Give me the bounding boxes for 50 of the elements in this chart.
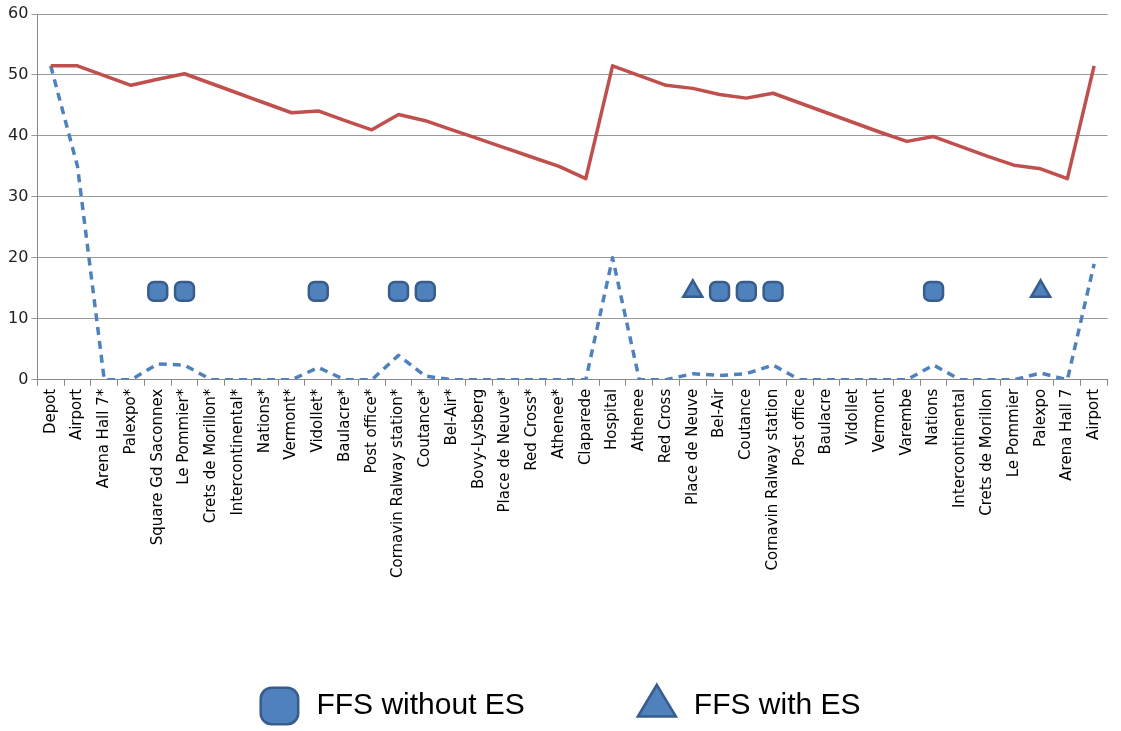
x-tick-label: Post office* xyxy=(361,388,380,474)
line-series xyxy=(48,64,1096,380)
x-tick-label: Intercontinental xyxy=(950,388,969,509)
x-tick-label: Nations* xyxy=(254,388,273,454)
x-tick-label: Baulacre xyxy=(816,388,835,455)
x-tick-label: Red Cross xyxy=(655,388,674,464)
x-tick-label: Bovy-Lysberg xyxy=(468,388,487,489)
y-tick-label: 30 xyxy=(8,186,29,206)
x-tick-label: Place de Neuve xyxy=(682,388,701,505)
y-tick-label: 50 xyxy=(8,64,29,84)
x-tick-label: Depot xyxy=(40,388,59,435)
x-tick-label: Cornavin Ralway station* xyxy=(388,388,407,579)
x-tick-label: Bel-Air* xyxy=(441,388,460,446)
x-tick-label: Crets de Morillon xyxy=(977,388,995,516)
x-tick-label: Coutance* xyxy=(415,388,434,468)
x-tick-label: Palexpo* xyxy=(120,388,139,455)
x-tick-label: Hospital xyxy=(602,388,621,450)
x-tick-label: Le Pommier xyxy=(1003,387,1022,478)
x-tick-label: Vidollet* xyxy=(308,388,327,453)
x-tick-label: Nations xyxy=(923,388,942,446)
x-tick-label: Square Gd Saconnex xyxy=(147,388,166,546)
x-tick-label: Vermont* xyxy=(281,388,300,460)
x-tick-label: Baulacre* xyxy=(334,388,353,462)
x-tick-label: Le Pommier* xyxy=(174,388,193,485)
x-tick-label: Red Cross* xyxy=(522,388,541,471)
x-tick-label: Palexpo xyxy=(1030,388,1049,448)
x-tick-label: Arena Hall 7* xyxy=(94,388,113,489)
legend-label: FFS with ES xyxy=(693,687,861,721)
x-tick-label: Arena Hall 7 xyxy=(1057,388,1076,481)
y-tick-label: 20 xyxy=(8,246,29,266)
x-tick-label: Athenee* xyxy=(548,388,567,459)
x-tick-label: Airport xyxy=(67,388,86,441)
x-tick-label: Coutance xyxy=(736,388,755,460)
x-tick-label: Bel-Air xyxy=(709,387,728,439)
x-tick-label: Vidollet xyxy=(843,388,862,445)
y-tick-label: 10 xyxy=(8,307,29,327)
x-tick-label: Intercontinental* xyxy=(227,388,246,516)
x-tick-label: Crets de Morillon* xyxy=(201,388,220,524)
x-tick-label: Claparede xyxy=(575,388,594,466)
y-tick-label: 40 xyxy=(8,125,29,145)
x-tick-label: Vermont xyxy=(869,388,888,453)
x-tick-label: Post office xyxy=(789,388,808,467)
x-tick-label: Varembe xyxy=(896,388,915,456)
x-tick-label: Place de Neuve* xyxy=(495,388,514,513)
y-tick-label: 0 xyxy=(18,368,29,388)
x-tick-label: Cornavin Ralway station xyxy=(762,388,781,571)
y-tick-label: 60 xyxy=(8,3,29,23)
x-tick-label: Athenee xyxy=(629,388,648,452)
x-tick-label: Airport xyxy=(1084,388,1103,441)
legend-label: FFS without ES xyxy=(316,687,525,721)
